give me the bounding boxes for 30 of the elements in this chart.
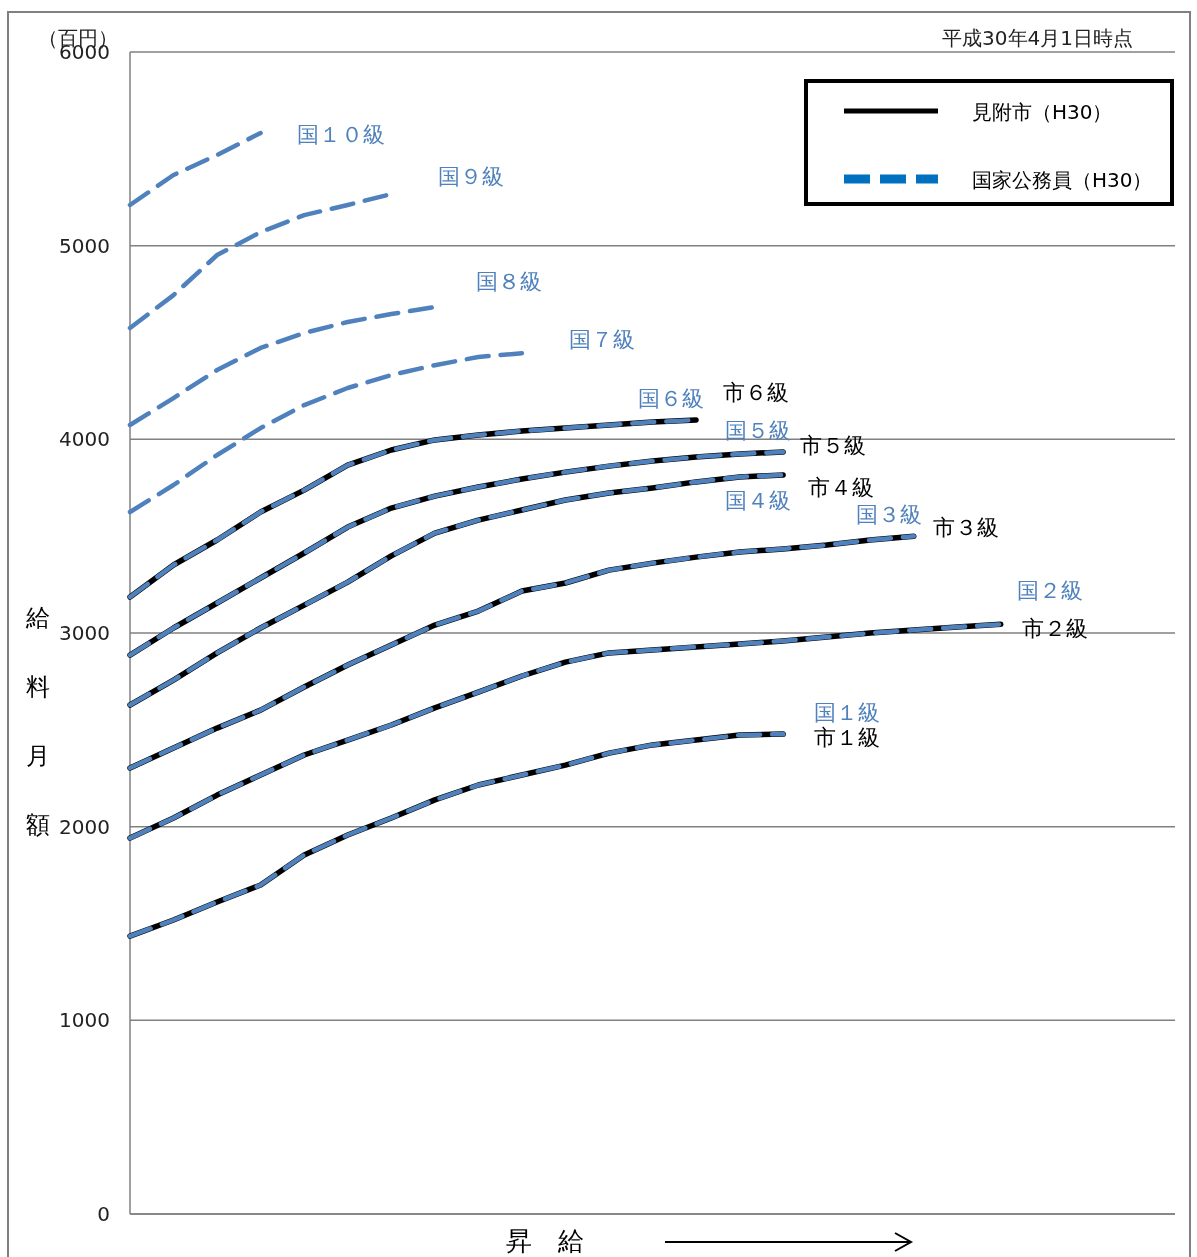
series-label: 国８級 (475, 269, 542, 295)
y-tick-label: 1000 (59, 1008, 110, 1033)
legend: 見附市（H30） 国家公務員（H30） (804, 79, 1174, 206)
series-label: 国２級 (1016, 578, 1083, 604)
y-tick-label: 4000 (59, 427, 110, 452)
y-tick-label: 0 (97, 1202, 110, 1226)
series-label: 市３級 (932, 515, 999, 541)
series-label: 市５級 (800, 432, 867, 458)
series-label: 市１級 (814, 725, 881, 751)
series-label: 国１０級 (296, 121, 385, 147)
series-label: 市４級 (808, 474, 875, 500)
y-tick-label: 5000 (59, 233, 110, 258)
text: 平成30年4月1日時点 (942, 26, 1133, 50)
text: 国９級 (438, 163, 505, 189)
series-label: 国５級 (725, 417, 792, 443)
y-tick-label: 2000 (59, 814, 110, 839)
series-label: 市２級 (1021, 616, 1088, 642)
line-series (127, 130, 263, 208)
y-tick-label: 3000 (59, 621, 110, 645)
text: 給料月額 (26, 604, 50, 839)
series-label: 市６級 (723, 379, 790, 405)
series-label: 国４級 (725, 487, 792, 513)
line-series (127, 350, 525, 515)
series-label: 国１級 (814, 700, 881, 726)
series-label: 国６級 (638, 385, 705, 411)
annotation: 国家公務員（H30） (972, 168, 1153, 192)
text: 国７級 (568, 327, 635, 353)
annotation: 見附市（H30） (972, 100, 1113, 124)
x-axis-title: 昇 給 (506, 1226, 584, 1256)
series-label: 国３級 (855, 502, 922, 528)
